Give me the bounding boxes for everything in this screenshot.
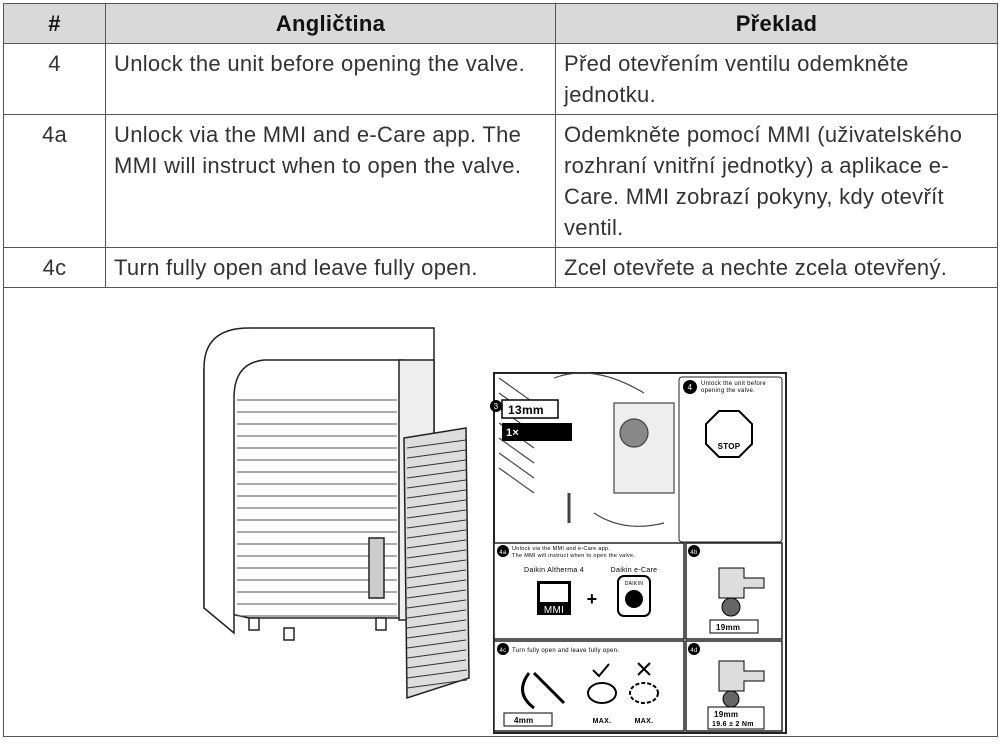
cell: 4a [3, 114, 106, 248]
tool-label: 4mm [514, 716, 534, 725]
cell: 4 [3, 43, 106, 115]
step-text: Unlock via the MMI and e-Care app. [512, 546, 610, 552]
step-label: 3 [494, 402, 499, 411]
cell: Turn fully open and leave fully open. [105, 247, 556, 288]
cell: Unlock the unit before opening the valve… [105, 43, 556, 115]
cell: Zcel otevřete a nechte zcela otevřený. [555, 247, 998, 288]
tool-label: 13mm [508, 403, 544, 417]
step-text: Unlock the unit before [701, 381, 766, 387]
svg-text:+: + [587, 589, 598, 609]
step-label: 4 [688, 383, 693, 392]
step-text: opening the valve. [701, 388, 755, 394]
product-label: Daikin Altherma 4 [524, 567, 584, 574]
header-cell: # [3, 3, 106, 44]
max-label: MAX. [635, 718, 654, 725]
step-text: The MMI will instruct when to open the v… [512, 553, 635, 559]
illustration: 4 Unlock the unit before opening the val… [203, 327, 787, 734]
sign-text: STOP [718, 442, 741, 451]
max-label: MAX. [593, 718, 612, 725]
count-label: 1× [506, 427, 519, 439]
instruction-diagram: 4 Unlock the unit before opening the val… [490, 372, 787, 734]
figure-cell: 4 Unlock the unit before opening the val… [3, 287, 998, 737]
product-label: Daikin e-Care [611, 567, 658, 574]
header-row: # Angličtina Překlad [3, 3, 998, 44]
row: 4 Unlock the unit before opening the val… [3, 43, 998, 115]
step-text: Turn fully open and leave fully open. [512, 648, 619, 654]
tool-label: 19mm [716, 623, 740, 632]
cell: Odemkněte pomocí MMI (uživatelského rozh… [555, 114, 998, 248]
row: 4a Unlock via the MMI and e-Care app. Th… [3, 114, 998, 248]
figure-row: 4 Unlock the unit before opening the val… [3, 287, 998, 737]
step-label: 4d [690, 648, 697, 654]
header-cell: Angličtina [105, 3, 556, 44]
screen-label: MMI [544, 605, 564, 616]
document: # Angličtina Překlad 4 Unlock the unit b… [3, 3, 998, 737]
header-cell: Překlad [555, 3, 998, 44]
step-label: 4c [500, 648, 507, 654]
brand-label: DAIKIN [625, 581, 644, 587]
row: 4c Turn fully open and leave fully open.… [3, 247, 998, 288]
tool-label: 19mm [714, 710, 738, 719]
step-label: 4b [690, 550, 698, 556]
translation-table: # Angličtina Překlad 4 Unlock the unit b… [3, 3, 998, 737]
step-label: 4a [499, 550, 507, 556]
cell: Před otevřením ventilu odemkněte jednotk… [555, 43, 998, 115]
cell: Unlock via the MMI and e-Care app. The M… [105, 114, 556, 248]
cell: 4c [3, 247, 106, 288]
outdoor-unit [203, 327, 470, 700]
torque-label: 19.6 ± 2 Nm [712, 721, 754, 728]
